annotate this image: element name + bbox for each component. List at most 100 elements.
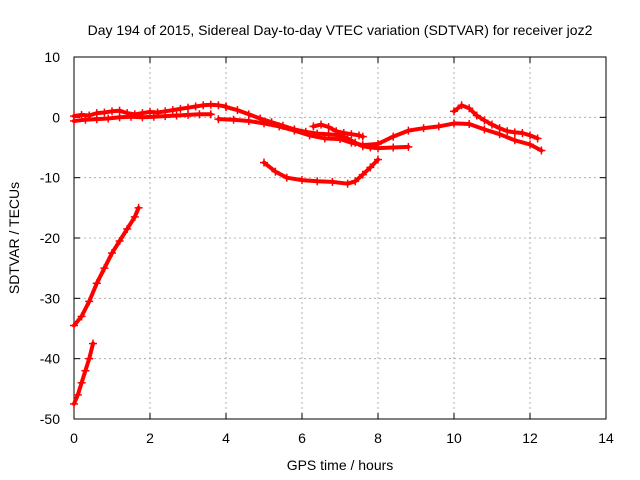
data-point bbox=[358, 132, 367, 141]
data-point bbox=[81, 115, 90, 124]
x-tick-label: 14 bbox=[598, 430, 614, 446]
data-point bbox=[503, 127, 512, 136]
data-point bbox=[351, 177, 360, 186]
data-point bbox=[123, 224, 132, 233]
data-point bbox=[146, 107, 154, 116]
data-point bbox=[488, 120, 496, 129]
data-point bbox=[533, 134, 542, 143]
y-tick-label: 10 bbox=[44, 49, 60, 65]
data-point bbox=[358, 141, 367, 150]
data-point bbox=[457, 101, 466, 110]
data-point bbox=[206, 100, 215, 109]
data-point bbox=[199, 101, 208, 110]
data-point bbox=[434, 122, 443, 131]
data-point bbox=[358, 170, 367, 179]
data-point bbox=[149, 112, 158, 121]
data-point bbox=[206, 110, 215, 119]
data-point bbox=[389, 143, 398, 152]
data-point bbox=[260, 158, 268, 167]
x-tick-label: 8 bbox=[374, 430, 382, 446]
data-point bbox=[104, 114, 113, 123]
data-point bbox=[317, 120, 325, 129]
y-tick-label: -50 bbox=[40, 411, 60, 427]
series-track-7 bbox=[260, 155, 382, 188]
data-point bbox=[480, 116, 489, 125]
data-point bbox=[191, 102, 200, 111]
data-point bbox=[176, 104, 185, 113]
data-point bbox=[229, 115, 238, 124]
data-point bbox=[92, 115, 101, 124]
y-tick-label: -10 bbox=[40, 170, 60, 186]
data-point bbox=[73, 390, 82, 399]
data-point bbox=[130, 212, 139, 221]
data-point bbox=[70, 116, 78, 125]
data-point bbox=[77, 378, 86, 387]
data-point bbox=[115, 113, 124, 122]
data-point bbox=[465, 104, 474, 113]
data-point bbox=[355, 131, 363, 140]
data-point bbox=[233, 106, 242, 115]
data-point bbox=[450, 107, 458, 116]
data-point bbox=[161, 112, 170, 121]
series-band bbox=[262, 157, 380, 186]
data-point bbox=[374, 139, 382, 148]
data-point bbox=[214, 101, 223, 110]
data-point bbox=[77, 312, 86, 321]
x-tick-label: 2 bbox=[146, 430, 154, 446]
y-tick-label: -20 bbox=[40, 230, 60, 246]
data-point bbox=[100, 108, 109, 117]
data-point bbox=[81, 366, 90, 375]
data-point bbox=[343, 179, 352, 188]
data-point bbox=[404, 126, 413, 135]
data-point bbox=[100, 264, 109, 273]
data-point bbox=[537, 146, 546, 155]
series-track-8 bbox=[70, 203, 143, 330]
data-point bbox=[339, 129, 348, 138]
data-point bbox=[77, 110, 86, 119]
data-point bbox=[374, 155, 382, 164]
y-axis-label: SDTVAR / TECUs bbox=[6, 182, 22, 294]
data-point bbox=[404, 142, 413, 151]
series-track-6 bbox=[450, 101, 542, 143]
data-point bbox=[332, 127, 341, 136]
data-point bbox=[108, 249, 116, 258]
data-point bbox=[480, 125, 489, 134]
data-point bbox=[89, 339, 97, 348]
series-track-3 bbox=[222, 103, 413, 153]
grid bbox=[74, 57, 606, 419]
axis-ticks: 0 2 4 6 8 10 12 14 -50 -40 -30 -20 -10 0 10 bbox=[40, 49, 614, 446]
data-point bbox=[347, 138, 356, 147]
x-tick-label: 10 bbox=[446, 430, 462, 446]
data-point bbox=[347, 130, 356, 139]
data-point bbox=[168, 106, 177, 115]
x-tick-label: 4 bbox=[222, 430, 230, 446]
series-track-9 bbox=[70, 339, 97, 408]
series-track-1 bbox=[70, 100, 230, 121]
chart-title: Day 194 of 2015, Sidereal Day-to-day VTE… bbox=[88, 22, 593, 38]
data-point bbox=[195, 110, 204, 119]
data-point bbox=[450, 119, 458, 128]
data-point bbox=[172, 111, 181, 120]
data-point bbox=[271, 167, 280, 176]
x-tick-label: 6 bbox=[298, 430, 306, 446]
data-point bbox=[465, 119, 474, 128]
data-point bbox=[419, 124, 428, 133]
x-tick-label: 0 bbox=[70, 430, 78, 446]
data-point bbox=[472, 111, 481, 120]
data-point bbox=[526, 140, 534, 149]
data-point bbox=[526, 131, 534, 140]
data-point bbox=[366, 163, 375, 172]
y-tick-label: -40 bbox=[40, 351, 60, 367]
data-point bbox=[518, 129, 527, 138]
y-tick-label: 0 bbox=[52, 109, 60, 125]
data-point bbox=[222, 103, 230, 112]
series-band bbox=[72, 205, 141, 328]
data-point bbox=[115, 237, 124, 246]
data-point bbox=[134, 203, 143, 212]
data-point bbox=[336, 135, 344, 144]
data-point bbox=[85, 297, 94, 306]
data-point bbox=[510, 136, 519, 145]
data-point bbox=[127, 112, 135, 121]
series-layer bbox=[70, 100, 546, 408]
